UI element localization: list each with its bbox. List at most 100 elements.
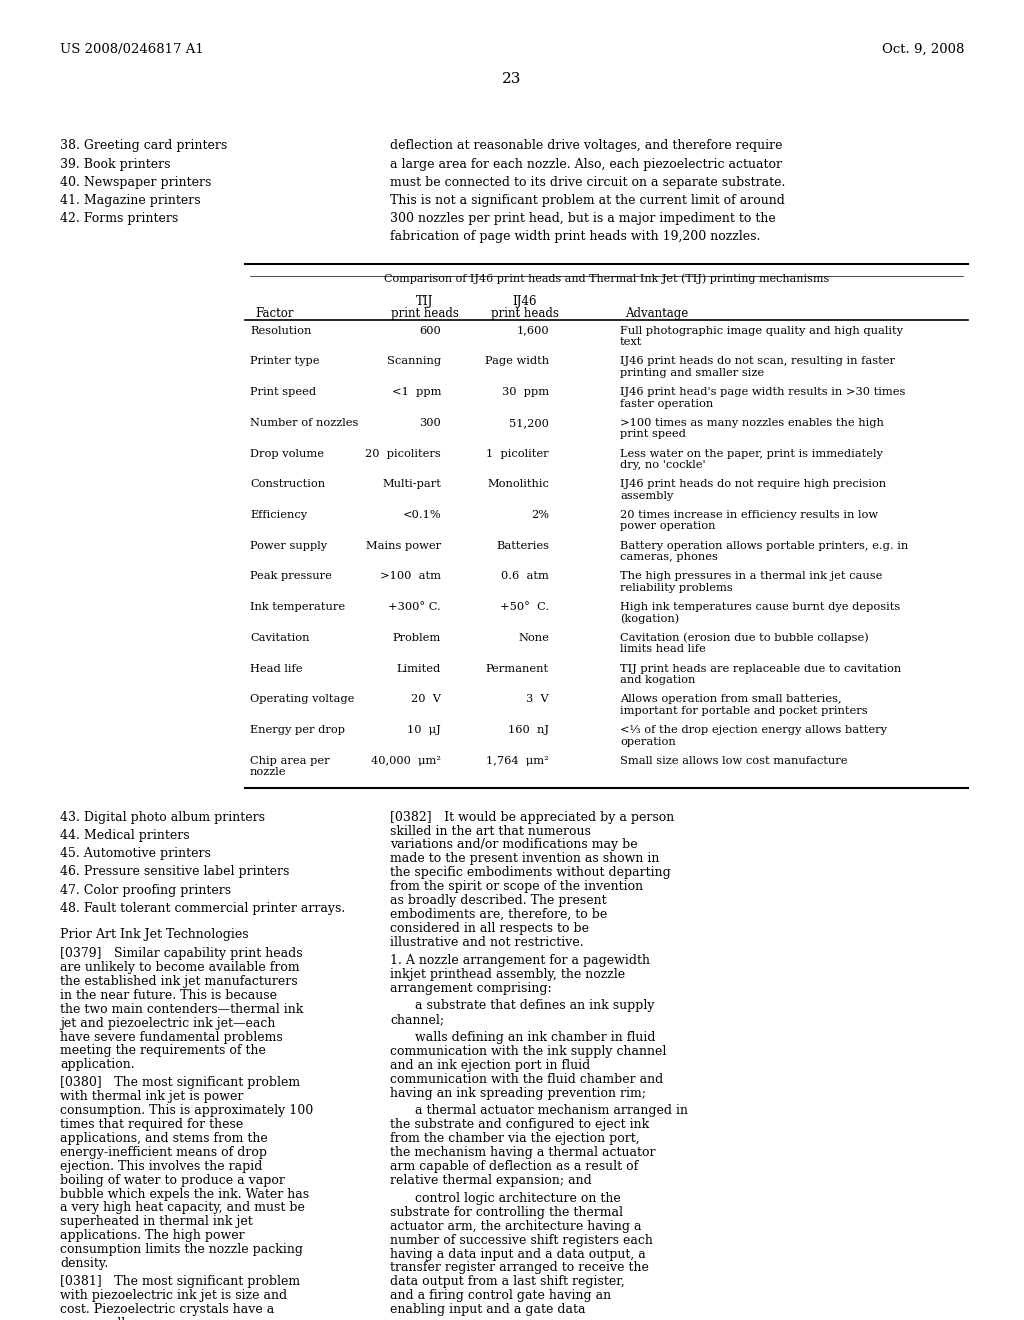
Text: times that required for these: times that required for these xyxy=(60,1118,244,1131)
Text: reliability problems: reliability problems xyxy=(620,583,733,593)
Text: 23: 23 xyxy=(503,73,521,86)
Text: 10  μJ: 10 μJ xyxy=(408,725,441,735)
Text: Problem: Problem xyxy=(393,632,441,643)
Text: 40. Newspaper printers: 40. Newspaper printers xyxy=(60,176,211,189)
Text: 2%: 2% xyxy=(531,510,549,520)
Text: Battery operation allows portable printers, e.g. in: Battery operation allows portable printe… xyxy=(620,541,908,550)
Text: Mains power: Mains power xyxy=(366,541,441,550)
Text: important for portable and pocket printers: important for portable and pocket printe… xyxy=(620,706,867,715)
Text: Operating voltage: Operating voltage xyxy=(250,694,354,705)
Text: Oct. 9, 2008: Oct. 9, 2008 xyxy=(882,44,964,57)
Text: control logic architecture on the: control logic architecture on the xyxy=(390,1192,621,1205)
Text: 47. Color proofing printers: 47. Color proofing printers xyxy=(60,883,231,896)
Text: considered in all respects to be: considered in all respects to be xyxy=(390,921,589,935)
Text: a substrate that defines an ink supply: a substrate that defines an ink supply xyxy=(390,999,654,1012)
Text: must be connected to its drive circuit on a separate substrate.: must be connected to its drive circuit o… xyxy=(390,176,785,189)
Text: consumption limits the nozzle packing: consumption limits the nozzle packing xyxy=(60,1243,303,1257)
Text: the two main contenders—thermal ink: the two main contenders—thermal ink xyxy=(60,1003,303,1015)
Text: from the spirit or scope of the invention: from the spirit or scope of the inventio… xyxy=(390,880,643,894)
Text: number of successive shift registers each: number of successive shift registers eac… xyxy=(390,1234,653,1246)
Text: and kogation: and kogation xyxy=(620,675,695,685)
Text: power operation: power operation xyxy=(620,521,716,532)
Text: 43. Digital photo album printers: 43. Digital photo album printers xyxy=(60,810,265,824)
Text: skilled in the art that numerous: skilled in the art that numerous xyxy=(390,825,591,837)
Text: a thermal actuator mechanism arranged in: a thermal actuator mechanism arranged in xyxy=(390,1105,688,1118)
Text: meeting the requirements of the: meeting the requirements of the xyxy=(60,1044,266,1057)
Text: Ink temperature: Ink temperature xyxy=(250,602,345,612)
Text: print heads: print heads xyxy=(391,308,459,321)
Text: Scanning: Scanning xyxy=(387,356,441,367)
Text: fabrication of page width print heads with 19,200 nozzles.: fabrication of page width print heads wi… xyxy=(390,231,761,243)
Text: density.: density. xyxy=(60,1257,109,1270)
Text: IJ46: IJ46 xyxy=(513,294,538,308)
Text: are unlikely to become available from: are unlikely to become available from xyxy=(60,961,300,974)
Text: Cavitation: Cavitation xyxy=(250,632,309,643)
Text: as broadly described. The present: as broadly described. The present xyxy=(390,894,606,907)
Text: 20  V: 20 V xyxy=(411,694,441,705)
Text: arm capable of deflection as a result of: arm capable of deflection as a result of xyxy=(390,1160,638,1173)
Text: >100 times as many nozzles enables the high: >100 times as many nozzles enables the h… xyxy=(620,417,884,428)
Text: made to the present invention as shown in: made to the present invention as shown i… xyxy=(390,853,659,866)
Text: text: text xyxy=(620,337,642,347)
Text: Batteries: Batteries xyxy=(496,541,549,550)
Text: [0381] The most significant problem: [0381] The most significant problem xyxy=(60,1275,300,1288)
Text: Number of nozzles: Number of nozzles xyxy=(250,417,358,428)
Text: and an ink ejection port in fluid: and an ink ejection port in fluid xyxy=(390,1059,590,1072)
Text: 42. Forms printers: 42. Forms printers xyxy=(60,213,178,226)
Text: 48. Fault tolerant commercial printer arrays.: 48. Fault tolerant commercial printer ar… xyxy=(60,902,345,915)
Text: Chip area per: Chip area per xyxy=(250,756,330,766)
Text: 0.6  atm: 0.6 atm xyxy=(501,572,549,581)
Text: Efficiency: Efficiency xyxy=(250,510,307,520)
Text: with piezoelectric ink jet is size and: with piezoelectric ink jet is size and xyxy=(60,1288,287,1302)
Text: embodiments are, therefore, to be: embodiments are, therefore, to be xyxy=(390,908,607,921)
Text: >100  atm: >100 atm xyxy=(380,572,441,581)
Text: Page width: Page width xyxy=(485,356,549,367)
Text: 41. Magazine printers: 41. Magazine printers xyxy=(60,194,201,207)
Text: IJ46 print heads do not require high precision: IJ46 print heads do not require high pre… xyxy=(620,479,886,490)
Text: printing and smaller size: printing and smaller size xyxy=(620,368,764,378)
Text: substrate for controlling the thermal: substrate for controlling the thermal xyxy=(390,1205,623,1218)
Text: Factor: Factor xyxy=(255,308,294,321)
Text: 600: 600 xyxy=(419,326,441,335)
Text: the specific embodiments without departing: the specific embodiments without departi… xyxy=(390,866,671,879)
Text: having a data input and a data output, a: having a data input and a data output, a xyxy=(390,1247,646,1261)
Text: dry, no 'cockle': dry, no 'cockle' xyxy=(620,461,706,470)
Text: 300 nozzles per print head, but is a major impediment to the: 300 nozzles per print head, but is a maj… xyxy=(390,213,776,226)
Text: channel;: channel; xyxy=(390,1014,444,1026)
Text: Allows operation from small batteries,: Allows operation from small batteries, xyxy=(620,694,842,705)
Text: Print speed: Print speed xyxy=(250,387,316,397)
Text: Energy per drop: Energy per drop xyxy=(250,725,345,735)
Text: The high pressures in a thermal ink jet cause: The high pressures in a thermal ink jet … xyxy=(620,572,883,581)
Text: 38. Greeting card printers: 38. Greeting card printers xyxy=(60,139,227,152)
Text: (kogation): (kogation) xyxy=(620,614,679,624)
Text: Comparison of IJ46 print heads and Thermal Ink Jet (TIJ) printing mechanisms: Comparison of IJ46 print heads and Therm… xyxy=(384,273,829,284)
Text: energy-inefficient means of drop: energy-inefficient means of drop xyxy=(60,1146,267,1159)
Text: boiling of water to produce a vapor: boiling of water to produce a vapor xyxy=(60,1173,285,1187)
Text: Peak pressure: Peak pressure xyxy=(250,572,332,581)
Text: consumption. This is approximately 100: consumption. This is approximately 100 xyxy=(60,1104,313,1117)
Text: 40,000  μm²: 40,000 μm² xyxy=(371,756,441,766)
Text: the mechanism having a thermal actuator: the mechanism having a thermal actuator xyxy=(390,1146,655,1159)
Text: [0382] It would be appreciated by a person: [0382] It would be appreciated by a pers… xyxy=(390,810,674,824)
Text: High ink temperatures cause burnt dye deposits: High ink temperatures cause burnt dye de… xyxy=(620,602,900,612)
Text: Construction: Construction xyxy=(250,479,326,490)
Text: limits head life: limits head life xyxy=(620,644,706,655)
Text: 30  ppm: 30 ppm xyxy=(502,387,549,397)
Text: [0380] The most significant problem: [0380] The most significant problem xyxy=(60,1076,300,1089)
Text: TIJ: TIJ xyxy=(417,294,434,308)
Text: Monolithic: Monolithic xyxy=(487,479,549,490)
Text: This is not a significant problem at the current limit of around: This is not a significant problem at the… xyxy=(390,194,784,207)
Text: communication with the fluid chamber and: communication with the fluid chamber and xyxy=(390,1073,664,1086)
Text: 46. Pressure sensitive label printers: 46. Pressure sensitive label printers xyxy=(60,866,290,878)
Text: the established ink jet manufacturers: the established ink jet manufacturers xyxy=(60,974,298,987)
Text: data output from a last shift register,: data output from a last shift register, xyxy=(390,1275,625,1288)
Text: +300° C.: +300° C. xyxy=(388,602,441,612)
Text: 1,600: 1,600 xyxy=(516,326,549,335)
Text: Small size allows low cost manufacture: Small size allows low cost manufacture xyxy=(620,756,848,766)
Text: jet and piezoelectric ink jet—each: jet and piezoelectric ink jet—each xyxy=(60,1016,275,1030)
Text: having an ink spreading prevention rim;: having an ink spreading prevention rim; xyxy=(390,1086,646,1100)
Text: cameras, phones: cameras, phones xyxy=(620,552,718,562)
Text: applications, and stems from the: applications, and stems from the xyxy=(60,1131,267,1144)
Text: applications. The high power: applications. The high power xyxy=(60,1229,245,1242)
Text: transfer register arranged to receive the: transfer register arranged to receive th… xyxy=(390,1262,649,1275)
